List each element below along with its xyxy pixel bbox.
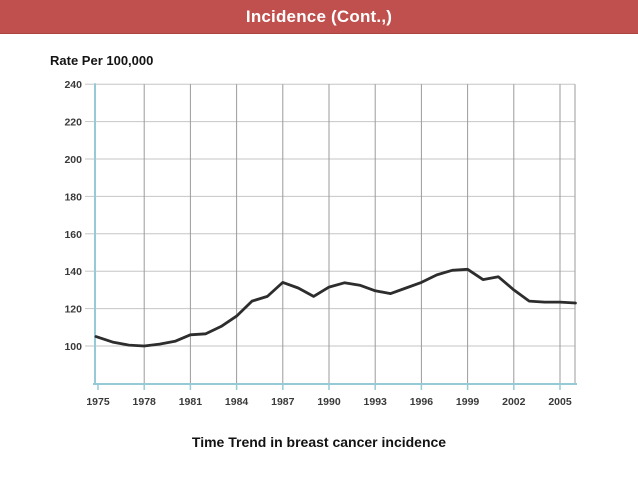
x-tick-label: 1984: [225, 396, 249, 408]
y-tick-label: 180: [64, 191, 82, 203]
x-tick-label: 1999: [456, 396, 480, 408]
y-tick-label: 200: [64, 154, 82, 166]
y-tick-label: 220: [64, 117, 82, 129]
x-tick-label: 1978: [133, 396, 157, 408]
chart-caption: Time Trend in breast cancer incidence: [191, 434, 447, 450]
y-tick-label: 140: [64, 266, 82, 278]
y-tick-label: 100: [64, 341, 82, 353]
x-tick-label: 2005: [548, 396, 572, 408]
slide-header: Incidence (Cont.,): [0, 0, 638, 34]
incidence-trend-line: [94, 267, 577, 348]
y-axis-title: Rate Per 100,000: [50, 53, 154, 68]
slide-title: Incidence (Cont.,): [245, 6, 393, 26]
x-tick-label: 1987: [271, 396, 295, 408]
x-tick-label: 1975: [86, 396, 110, 408]
x-tick-label: 1996: [410, 396, 434, 408]
x-tick-label: 1993: [364, 396, 388, 408]
y-tick-label: 240: [64, 79, 82, 91]
x-tick-label: 2002: [502, 396, 526, 408]
x-tick-label: 1990: [317, 396, 341, 408]
y-tick-label: 120: [64, 304, 82, 316]
x-tick-label: 1981: [179, 396, 203, 408]
y-tick-label: 160: [64, 229, 82, 241]
